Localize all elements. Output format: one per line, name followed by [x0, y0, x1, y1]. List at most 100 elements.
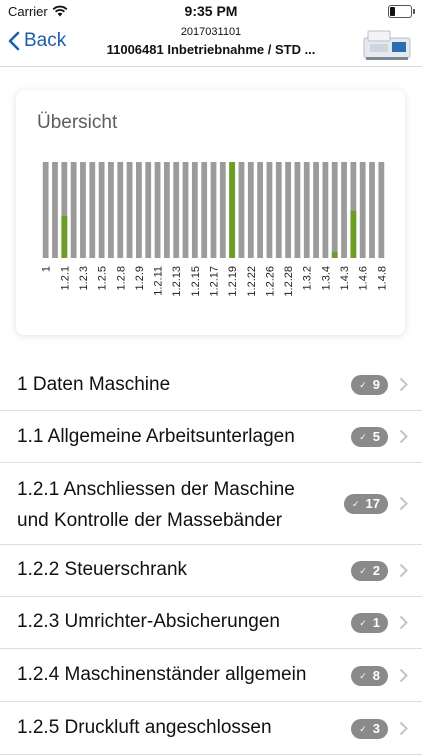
- chart-tick-label: 1.2.17: [209, 266, 221, 297]
- list-item-label: 1.2.3 Umrichter-Absicherungen: [17, 611, 280, 632]
- chevron-right-icon: [399, 615, 408, 630]
- count-badge: ✓ 9: [351, 375, 388, 395]
- chart-bar: [42, 162, 49, 258]
- chart-bar: [238, 162, 245, 258]
- list-item-label: 1.1 Allgemeine Arbeitsunterlagen: [17, 426, 295, 447]
- back-label: Back: [24, 30, 67, 51]
- chart-bar: [210, 162, 217, 258]
- chart-bar: [108, 162, 114, 258]
- chart-bar: [182, 162, 189, 258]
- chart-tick-label: 1.2.9: [134, 266, 146, 290]
- wifi-icon: [52, 4, 68, 22]
- list-item[interactable]: 1.2.3 Umrichter-Absicherungen ✓ 1: [0, 597, 422, 649]
- chart-bar: [266, 162, 273, 258]
- chart-bar: [322, 162, 329, 258]
- chart-bar-complete: [331, 252, 338, 258]
- chevron-right-icon: [399, 563, 408, 578]
- chart-bar-complete: [350, 210, 357, 258]
- list-item[interactable]: 1.2.2 Steuerschrank ✓ 2: [0, 545, 422, 597]
- chart-tick-label: 1.2.8: [115, 266, 127, 290]
- checkmark-icon: ✓: [359, 671, 367, 681]
- chart-tick-label: 1.4.6: [358, 266, 370, 290]
- count-badge: ✓ 8: [351, 666, 388, 686]
- chart-bar: [378, 162, 385, 258]
- list-item[interactable]: 1.1 Allgemeine Arbeitsunterlagen ✓ 5: [0, 411, 422, 463]
- chart-tick-label: 1.2.15: [190, 266, 202, 297]
- chart-tick-label: 1.4.3: [339, 266, 351, 290]
- chart-bar: [117, 162, 124, 258]
- checklist: 1 Daten Maschine ✓ 9 1.1 Allgemeine Arbei…: [0, 360, 422, 755]
- chart-bar: [275, 162, 282, 258]
- chart-tick-label: 1.2.5: [97, 266, 109, 290]
- chart-bar: [359, 162, 366, 258]
- chart-bar: [80, 162, 86, 258]
- count-badge: ✓ 5: [351, 427, 388, 447]
- chart-bar-complete: [61, 215, 68, 258]
- chart-bar: [191, 162, 198, 258]
- chart-tick-label: 1.4.8: [376, 266, 388, 290]
- back-button[interactable]: Back: [8, 30, 66, 52]
- chart-bar: [154, 162, 161, 258]
- chart-bar: [247, 162, 254, 258]
- chevron-right-icon: [399, 721, 408, 736]
- list-item-label: 1.2.5 Druckluft angeschlossen: [17, 717, 272, 738]
- navigation-bar: Back 2017031101 11006481 Inbetriebnahme …: [0, 22, 422, 67]
- chart-tick-label: 1: [41, 266, 53, 272]
- list-item[interactable]: 1 Daten Maschine ✓ 9: [0, 360, 422, 411]
- chart-bar: [350, 162, 357, 258]
- checkmark-icon: ✓: [359, 724, 367, 734]
- chart-bar: [126, 162, 133, 258]
- list-item-label: 1.2.4 Maschinenständer allgemein: [17, 664, 307, 685]
- chart-bar: [98, 162, 105, 258]
- list-item-label: 1 Daten Maschine: [17, 374, 171, 395]
- chart-tick-label: 1.2.19: [227, 266, 239, 297]
- count-badge: ✓ 2: [351, 561, 388, 581]
- list-item[interactable]: 1.2.5 Druckluft angeschlossen ✓ 3: [0, 702, 422, 755]
- list-item[interactable]: 1.2.1 Anschliessen der Maschine und Kont…: [0, 463, 422, 545]
- list-item[interactable]: 1.2.4 Maschinenständer allgemein ✓ 8: [0, 649, 422, 702]
- chart-bar: [52, 162, 58, 258]
- chart-tick-label: 1.2.1: [59, 266, 71, 290]
- chart-bar: [219, 162, 226, 258]
- carrier-label: Carrier: [8, 4, 48, 19]
- chevron-right-icon: [399, 496, 408, 511]
- chart-tick-label: 1.3.2: [302, 266, 314, 290]
- chevron-right-icon: [399, 377, 408, 392]
- chart-tick-label: 1.2.22: [246, 266, 258, 297]
- progress-chart: 1 1.2.1 1.2.3 1.2.5 1.2.8 1.2.9 1.2.11 1.2.13 1.…: [41, 162, 388, 297]
- count-badge: ✓ 1: [351, 613, 388, 633]
- checkmark-icon: ✓: [359, 380, 367, 390]
- checkmark-icon: ✓: [359, 566, 367, 576]
- clock: 9:35 PM: [184, 3, 238, 19]
- count-badge: ✓ 17: [343, 494, 388, 514]
- chart-bar: [136, 162, 142, 258]
- chart-tick-label: 1.3.4: [320, 266, 332, 290]
- checkmark-icon: ✓: [351, 499, 360, 509]
- chart-bar-complete: [229, 162, 236, 258]
- nav-subtitle: 2017031101: [180, 26, 242, 38]
- count-badge: ✓ 3: [351, 719, 388, 739]
- battery-icon: [388, 5, 415, 18]
- overview-card: Übersicht 1 1.2.1 1.2.3 1.2.5 1.2.8 1.2.9 1.2.…: [16, 90, 405, 335]
- list-item-label: 1.2.2 Steuerschrank: [17, 559, 188, 580]
- status-bar: Carrier 9:35 PM: [0, 0, 422, 22]
- chevron-right-icon: [399, 429, 408, 444]
- chart-bar: [70, 162, 77, 258]
- list-item-label-line2: und Kontrolle der Massebänder: [17, 510, 283, 531]
- chart-bar: [294, 162, 301, 258]
- checkmark-icon: ✓: [359, 618, 367, 628]
- chart-bar: [163, 162, 170, 258]
- chart-bar: [257, 162, 264, 258]
- chart-bar: [303, 162, 310, 258]
- chart-tick-label: 1.2.3: [78, 266, 90, 290]
- chart-bar: [341, 162, 347, 258]
- chart-bar: [369, 162, 375, 258]
- chart-bar: [145, 162, 152, 258]
- checkmark-icon: ✓: [359, 432, 367, 442]
- chart-bar: [313, 162, 319, 258]
- overview-title: Übersicht: [37, 112, 118, 133]
- chart-bar: [89, 162, 96, 258]
- chart-bar: [61, 162, 68, 258]
- chart-bar: [285, 162, 291, 258]
- chart-bar: [331, 162, 338, 258]
